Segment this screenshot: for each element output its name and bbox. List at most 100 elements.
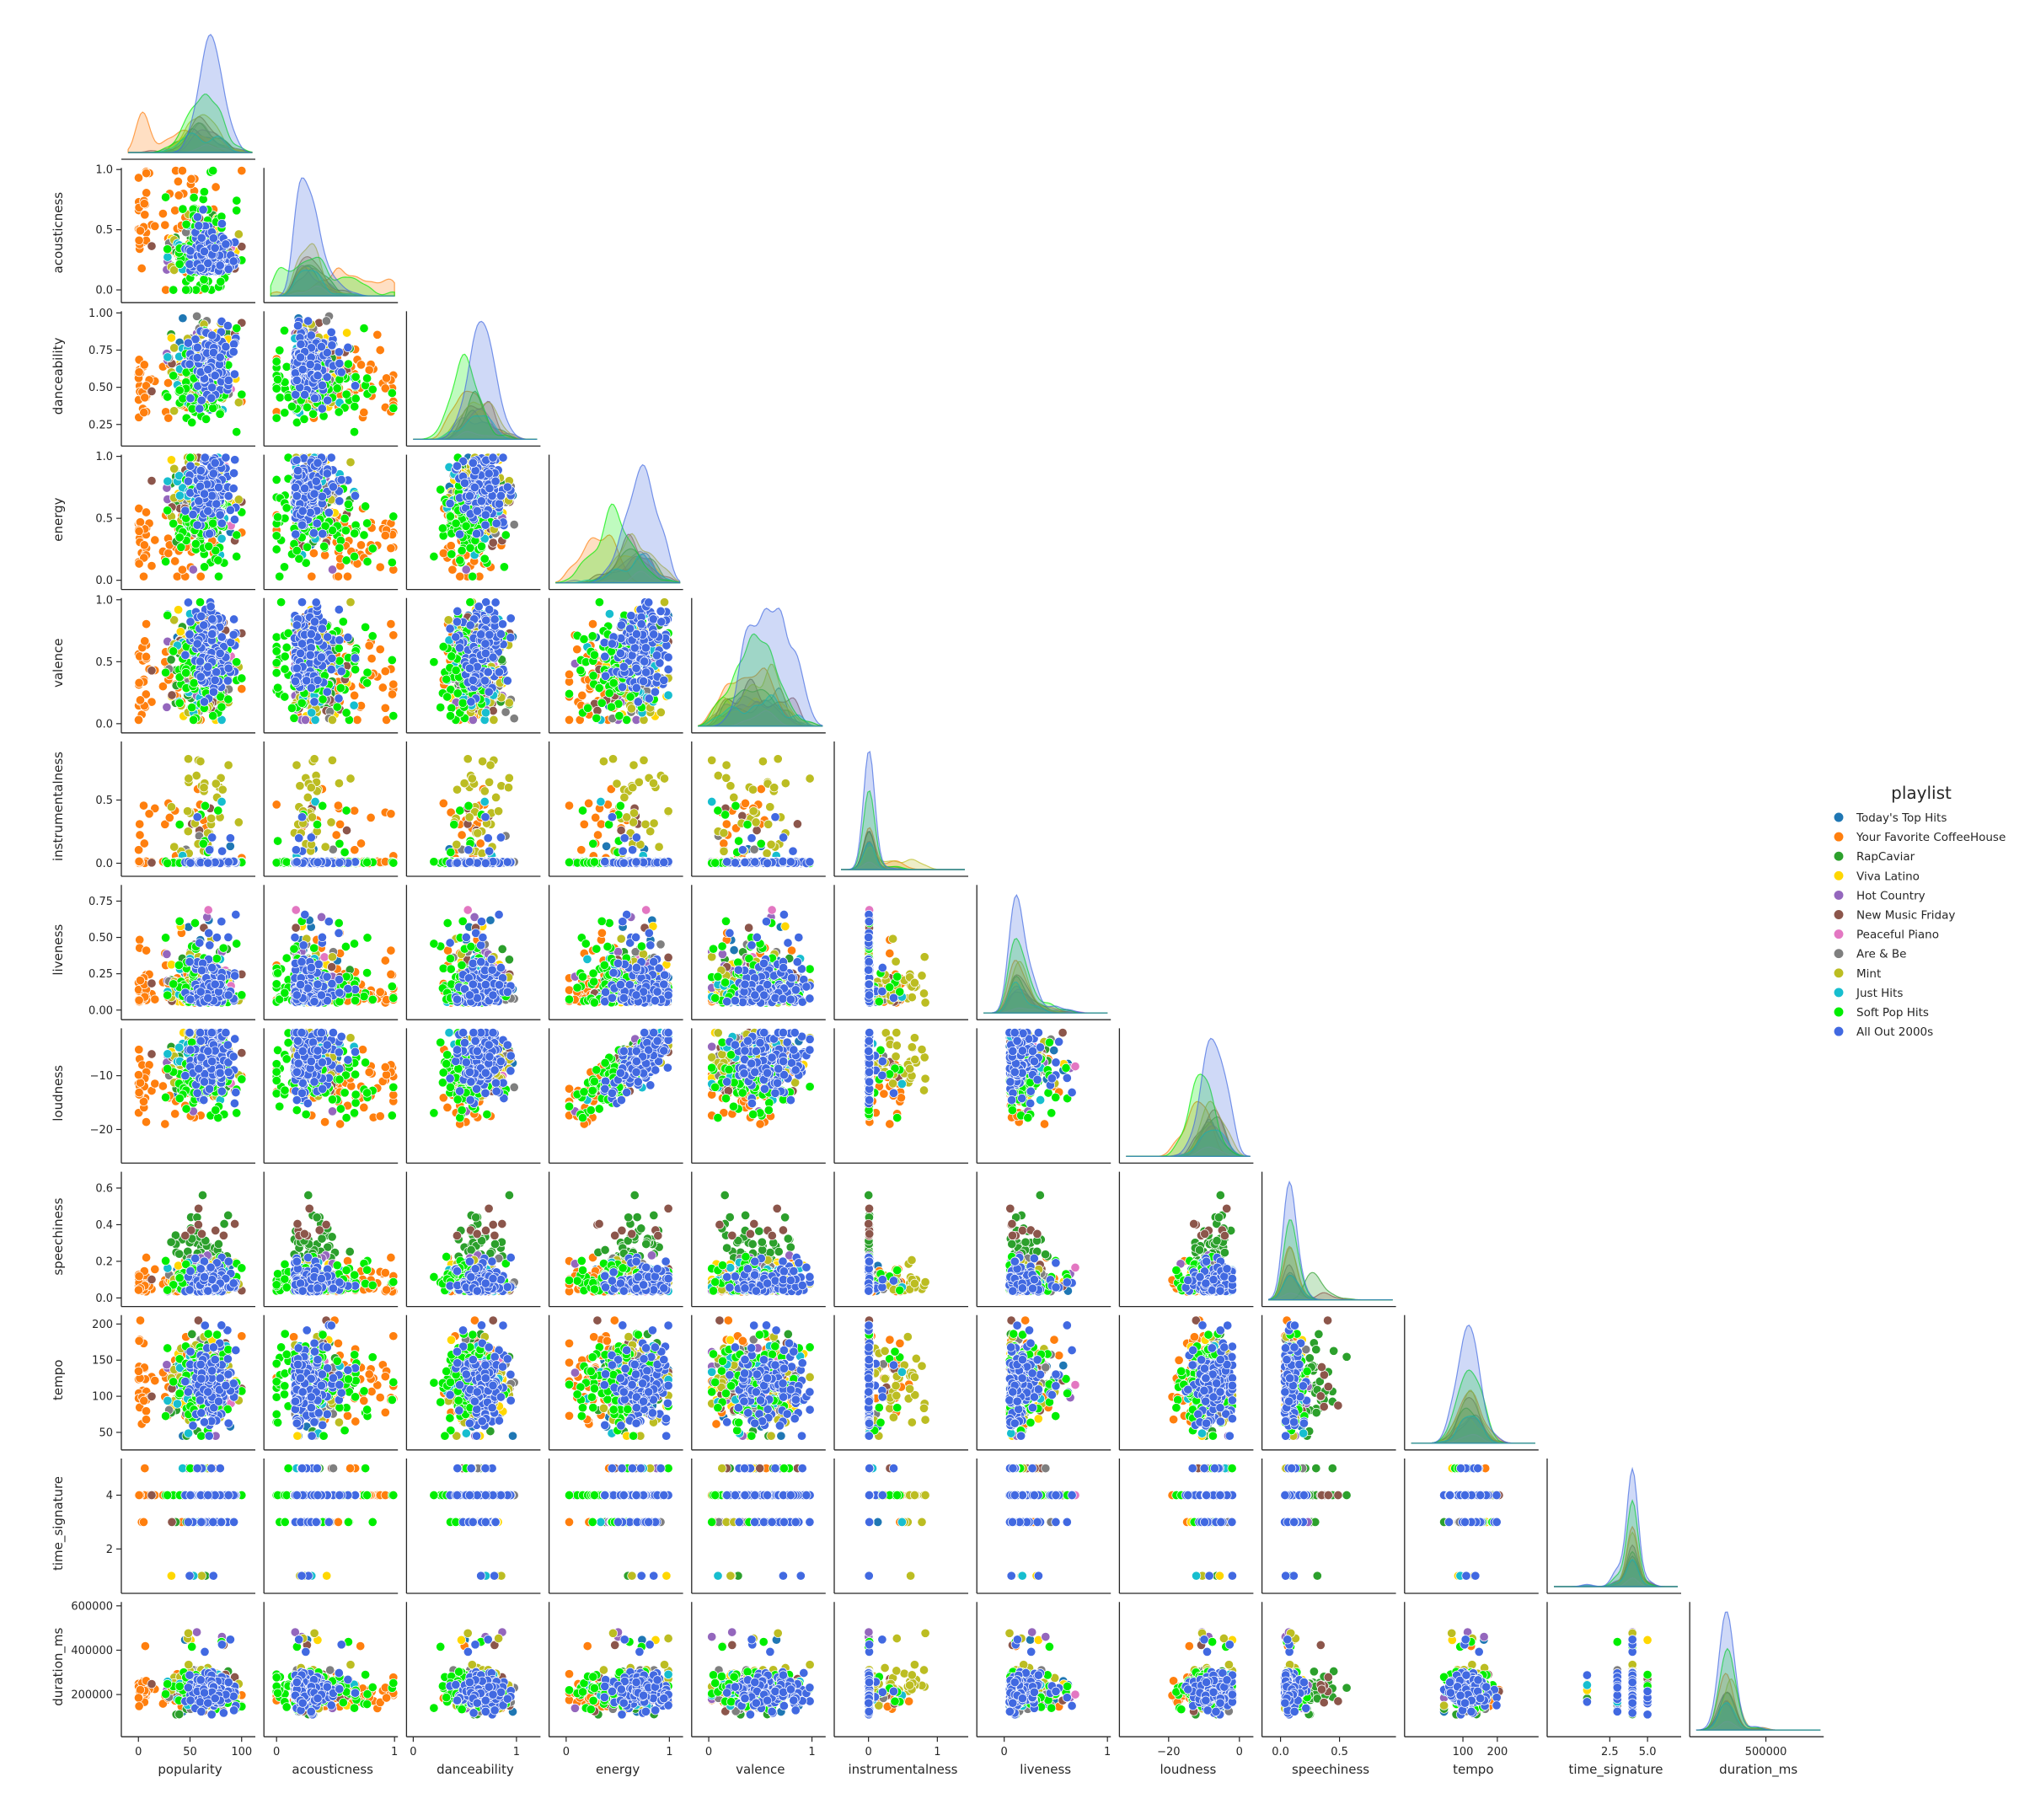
scatter-point (233, 196, 241, 205)
scatter-point (306, 360, 314, 368)
scatter-point (223, 321, 232, 329)
scatter-point (197, 233, 206, 242)
scatter-point (292, 376, 301, 384)
scatter-point (178, 166, 186, 174)
scatter-point (234, 495, 243, 504)
scatter-point (151, 536, 159, 544)
scatter-point (333, 384, 341, 393)
scatter-point (175, 533, 184, 542)
scatter-point (209, 234, 217, 243)
scatter-point (182, 220, 190, 228)
scatter-point (137, 264, 146, 272)
scatter-point (308, 410, 317, 418)
scatter-point (179, 314, 187, 323)
scatter-point (229, 468, 238, 477)
scatter-point (141, 393, 149, 402)
scatter-point (163, 253, 172, 261)
scatter-point (308, 572, 316, 581)
scatter-point (192, 312, 201, 320)
scatter-point (196, 572, 205, 581)
scatter-point (272, 357, 281, 366)
scatter-point (163, 393, 172, 401)
kde-curve (1696, 1612, 1820, 1730)
scatter-point (280, 326, 288, 335)
scatter-point (175, 491, 184, 500)
scatter-point (276, 393, 284, 402)
scatter-point (276, 346, 284, 355)
scatter-point (335, 348, 343, 356)
scatter-point (214, 572, 222, 581)
scatter-point (187, 174, 196, 183)
scatter-point (217, 219, 226, 228)
kde-cell-popularity (128, 35, 252, 153)
kde-cell-tempo (1411, 1325, 1535, 1443)
scatter-point (184, 477, 192, 485)
scatter-point (342, 329, 351, 337)
scatter-point (388, 388, 396, 397)
scatter-point (209, 166, 217, 174)
scatter-point (184, 339, 192, 347)
scatter-point (233, 324, 241, 332)
scatter-point (211, 372, 219, 380)
scatter-point (217, 534, 226, 543)
scatter-point (351, 372, 360, 381)
kde-curve (1411, 1325, 1535, 1443)
scatter-point (229, 484, 238, 493)
scatter-point (298, 365, 307, 373)
scatter-point (327, 328, 335, 336)
scatter-point (222, 453, 230, 462)
scatter-point (158, 209, 167, 217)
scatter-point (281, 409, 289, 417)
scatter-point (171, 557, 179, 565)
scatter-point (195, 497, 203, 506)
scatter-point (229, 347, 238, 356)
scatter-point (287, 402, 296, 410)
scatter-point (140, 200, 148, 208)
scatter-point (205, 542, 213, 550)
scatter-point (224, 376, 233, 384)
kde-curve (983, 895, 1107, 1013)
scatter-point (200, 188, 208, 196)
scatter-point (185, 260, 194, 268)
scatter-point (197, 396, 206, 404)
scatter-point (351, 382, 359, 390)
scatter-point (175, 386, 184, 394)
scatter-point (204, 259, 212, 267)
scatter-point (174, 191, 183, 200)
scatter-point (174, 177, 182, 185)
scatter-point (164, 414, 173, 422)
scatter-point (216, 353, 224, 361)
scatter-point (179, 205, 187, 213)
kde-cell-acousticness (270, 178, 394, 296)
scatter-point (200, 247, 208, 255)
scatter-point (167, 334, 175, 342)
scatter-point (163, 506, 172, 515)
scatter-point (231, 456, 239, 464)
scatter-point (136, 227, 144, 235)
kde-cell-time_signature (1554, 1469, 1678, 1587)
scatter-point (170, 344, 179, 352)
scatter-point (216, 511, 224, 519)
scatter-point (335, 359, 344, 367)
scatter-point (161, 221, 169, 229)
scatter-point (300, 415, 308, 423)
scatter-point (207, 383, 216, 392)
scatter-point (368, 385, 377, 393)
scatter-point (142, 189, 151, 197)
scatter-point (204, 365, 212, 373)
scatter-point (376, 345, 384, 354)
scatter-point (389, 404, 398, 412)
scatter-point (140, 361, 148, 369)
scatter-point (356, 361, 365, 369)
scatter-point (193, 353, 201, 361)
scatter-point (181, 506, 190, 515)
kde-curve (1554, 1469, 1678, 1587)
scatter-point (147, 561, 156, 570)
scatter-point (163, 477, 172, 485)
scatter-point (303, 317, 312, 325)
scatter-point (196, 466, 205, 474)
scatter-point (182, 286, 190, 294)
scatter-cell-danceability-vs-acousticness (272, 312, 398, 436)
scatter-point (140, 408, 148, 416)
scatter-point (230, 515, 238, 523)
